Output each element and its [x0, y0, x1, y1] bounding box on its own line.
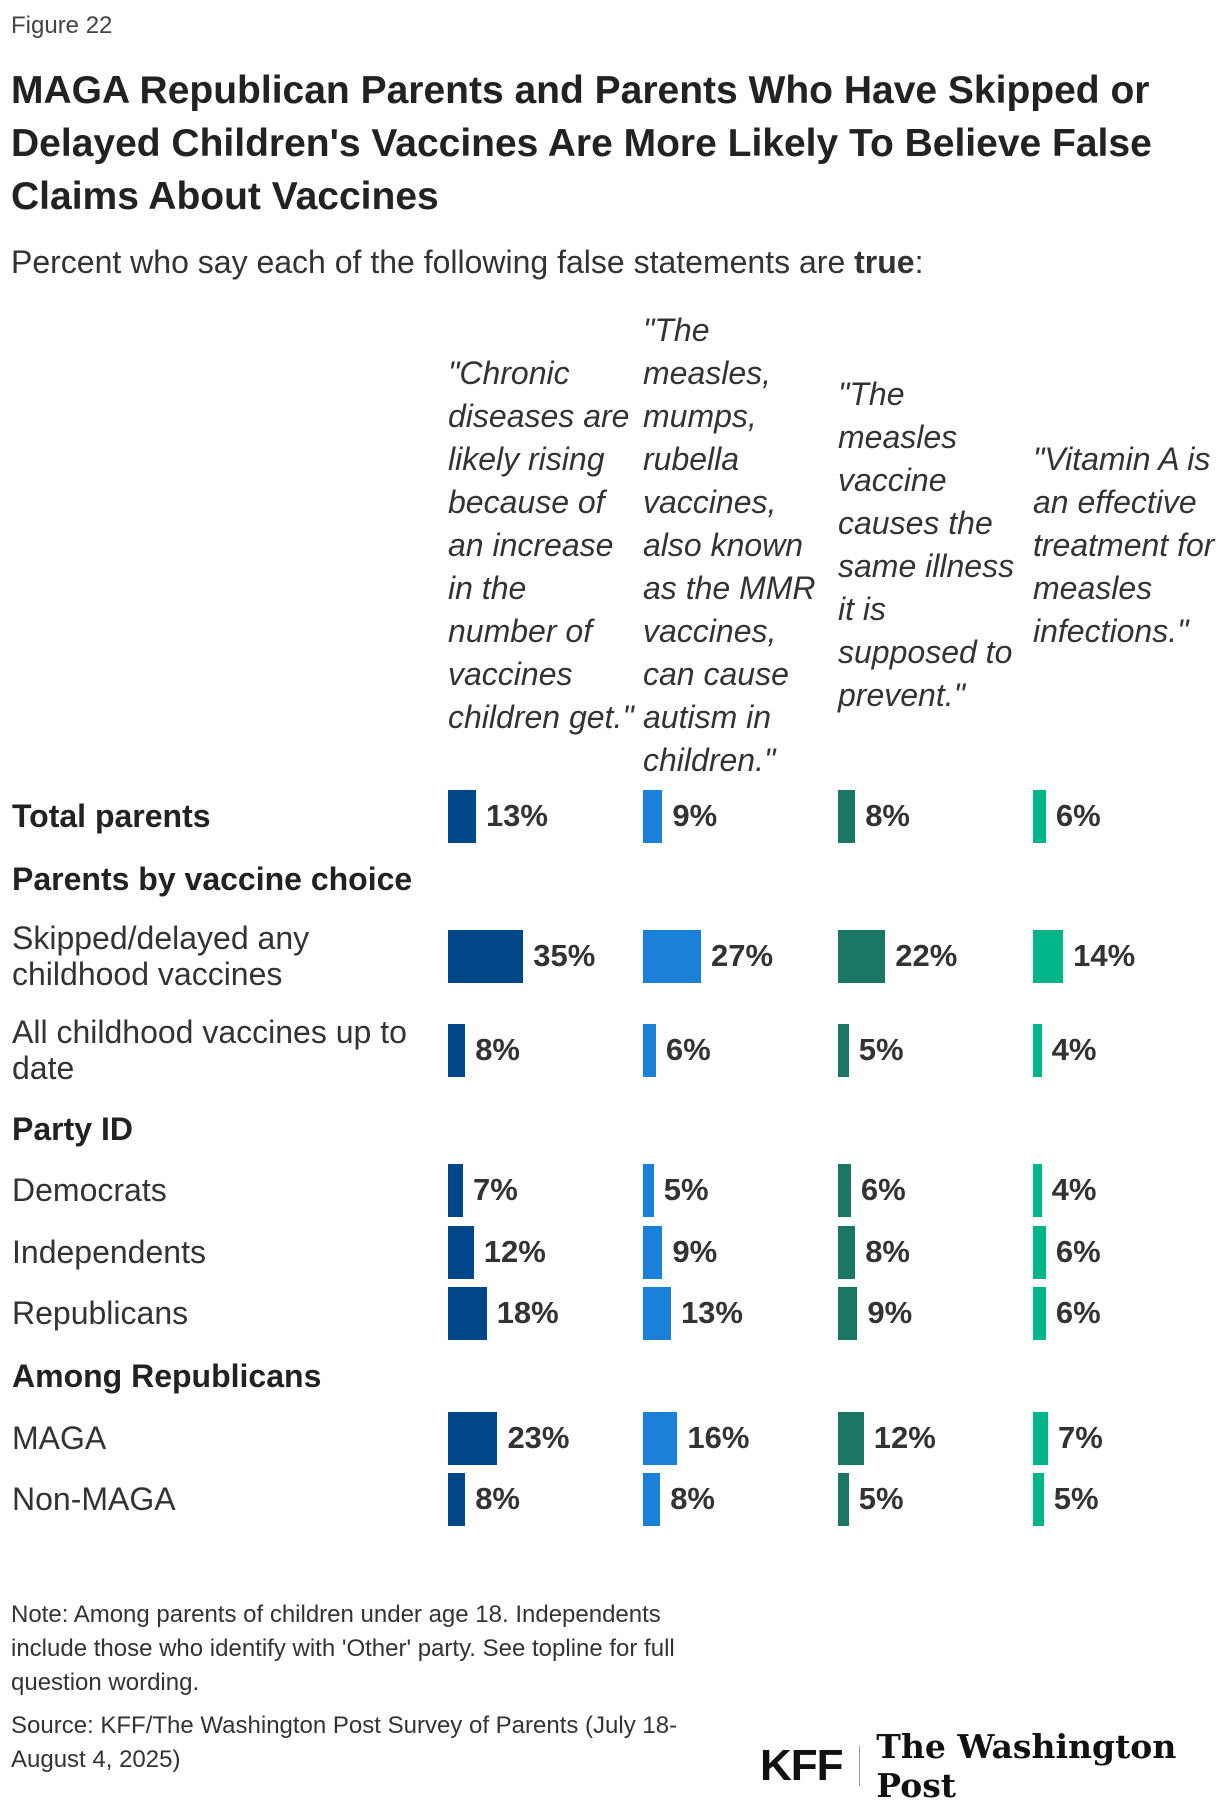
bar: [448, 1473, 466, 1526]
chart-source: Source: KFF/The Washington Post Survey o…: [11, 1712, 678, 1773]
data-label: 12%: [873, 1420, 936, 1455]
data-label: 16%: [687, 1420, 750, 1455]
column-header: "Chronic diseases are likely rising beca…: [448, 300, 638, 790]
subtitle-bold: true: [854, 244, 915, 280]
bar: [1033, 1226, 1046, 1279]
row-label: Parents by vaccine choice: [12, 861, 413, 897]
bar: [1033, 790, 1046, 843]
data-label: 7%: [1058, 1420, 1103, 1455]
bar: [448, 930, 524, 983]
data-label: 9%: [672, 798, 718, 833]
column-header-text: "The measles vaccine causes the same ill…: [838, 376, 1015, 713]
bar: [838, 1412, 864, 1465]
bar: [1033, 1412, 1049, 1465]
bar: [1033, 1024, 1042, 1077]
row-label: Party ID: [12, 1111, 133, 1147]
bar: [838, 790, 856, 843]
row-label: Republicans: [12, 1295, 189, 1331]
data-label: 6%: [860, 1172, 906, 1207]
row-label: Non-MAGA: [12, 1481, 176, 1517]
bar: [838, 1024, 849, 1077]
data-label: 9%: [867, 1295, 913, 1330]
bar: [643, 930, 702, 983]
row-label: MAGA: [12, 1420, 107, 1456]
data-label: 8%: [475, 1481, 520, 1516]
washington-post-logo: The Washington Post: [876, 1727, 1177, 1805]
bar: [643, 1024, 656, 1077]
bar: [448, 1024, 466, 1077]
data-label: 8%: [865, 798, 910, 833]
data-label: 6%: [1055, 798, 1101, 833]
row-label: Total parents: [12, 798, 211, 834]
bar: [643, 1412, 678, 1465]
bar: [838, 1164, 851, 1217]
data-label: 27%: [711, 938, 774, 973]
column-header-text: "Vitamin A is an effective treatment for…: [1033, 440, 1215, 649]
data-label: 6%: [665, 1032, 711, 1067]
data-label: 6%: [1055, 1234, 1101, 1269]
data-label: 23%: [507, 1420, 570, 1455]
column-header: "The measles vaccine causes the same ill…: [838, 300, 1028, 790]
logos: KFF The Washington Post: [760, 1727, 1220, 1805]
data-label: 13%: [680, 1295, 743, 1330]
data-label: 5%: [1053, 1481, 1099, 1516]
data-label: 35%: [533, 938, 596, 973]
row-label: Democrats: [12, 1172, 167, 1208]
chart-title: MAGA Republican Parents and Parents Who …: [11, 69, 1152, 218]
data-label: 18%: [496, 1295, 559, 1330]
bar: [838, 930, 886, 983]
subtitle-text: Percent who say each of the following fa…: [11, 244, 855, 280]
bar: [838, 1287, 858, 1340]
data-label: 22%: [895, 938, 958, 973]
bar: [1033, 1287, 1046, 1340]
row-label: All childhood vaccines up to date: [12, 1014, 407, 1086]
chart-note: Note: Among parents of children under ag…: [11, 1601, 675, 1696]
column-header: "The measles, mumps, rubella vaccines, a…: [643, 300, 833, 790]
data-label: 5%: [858, 1481, 904, 1516]
data-label: 12%: [483, 1234, 546, 1269]
row-label: Independents: [12, 1234, 206, 1270]
bar: [448, 1412, 498, 1465]
bar: [643, 1473, 661, 1526]
data-label: 9%: [672, 1234, 718, 1269]
bar: [448, 790, 476, 843]
data-label: 6%: [1055, 1295, 1101, 1330]
data-label: 5%: [663, 1172, 709, 1207]
column-header: "Vitamin A is an effective treatment for…: [1033, 300, 1220, 790]
bar: [838, 1473, 849, 1526]
data-label: 8%: [475, 1032, 520, 1067]
logo-divider: [858, 1746, 861, 1786]
subtitle-suffix: :: [914, 244, 924, 280]
bar: [1033, 1164, 1042, 1217]
data-label: 8%: [670, 1481, 715, 1516]
chart-subtitle: Percent who say each of the following fa…: [11, 244, 923, 281]
data-label: 5%: [858, 1032, 904, 1067]
data-label: 4%: [1051, 1172, 1097, 1207]
kff-logo: KFF: [760, 1741, 844, 1790]
bar: [643, 1226, 663, 1279]
bar: [643, 1287, 671, 1340]
bar: [643, 1164, 654, 1217]
data-label: 4%: [1051, 1032, 1097, 1067]
data-label: 14%: [1073, 938, 1136, 973]
data-label: 13%: [485, 798, 548, 833]
bar: [448, 1287, 487, 1340]
data-label: 7%: [473, 1172, 518, 1207]
column-header-text: "The measles, mumps, rubella vaccines, a…: [643, 311, 816, 778]
bar: [1033, 930, 1064, 983]
row-label: Among Republicans: [12, 1358, 322, 1394]
data-label: 8%: [865, 1234, 910, 1269]
figure-label: Figure 22: [11, 12, 113, 39]
column-header-text: "Chronic diseases are likely rising beca…: [448, 354, 634, 735]
bar: [643, 790, 663, 843]
bar: [838, 1226, 856, 1279]
bar: [448, 1164, 464, 1217]
bar: [448, 1226, 474, 1279]
row-label: Skipped/delayed any childhood vaccines: [12, 920, 310, 992]
bar: [1033, 1473, 1044, 1526]
